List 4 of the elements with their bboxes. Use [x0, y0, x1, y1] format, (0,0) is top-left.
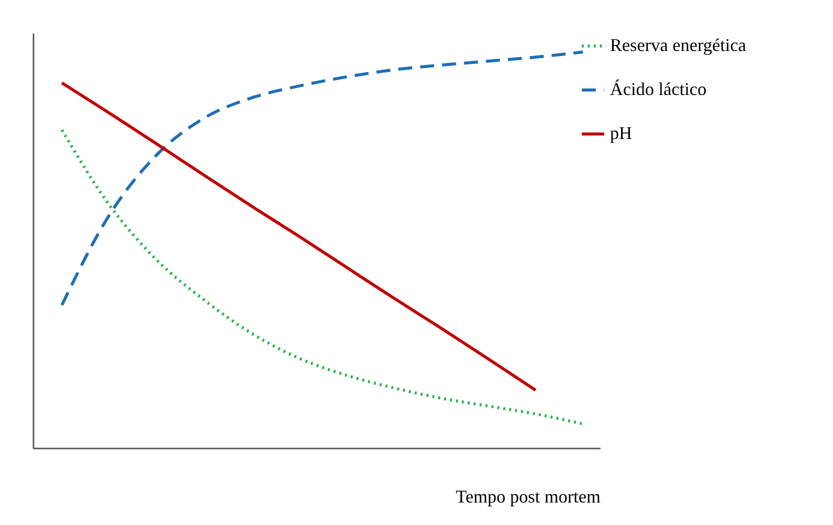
legend-label: Ácido láctico [610, 79, 706, 99]
legend-label: Reserva energética [610, 35, 746, 55]
legend-label: pH [610, 123, 632, 143]
x-axis-title: Tempo post mortem [456, 486, 600, 506]
